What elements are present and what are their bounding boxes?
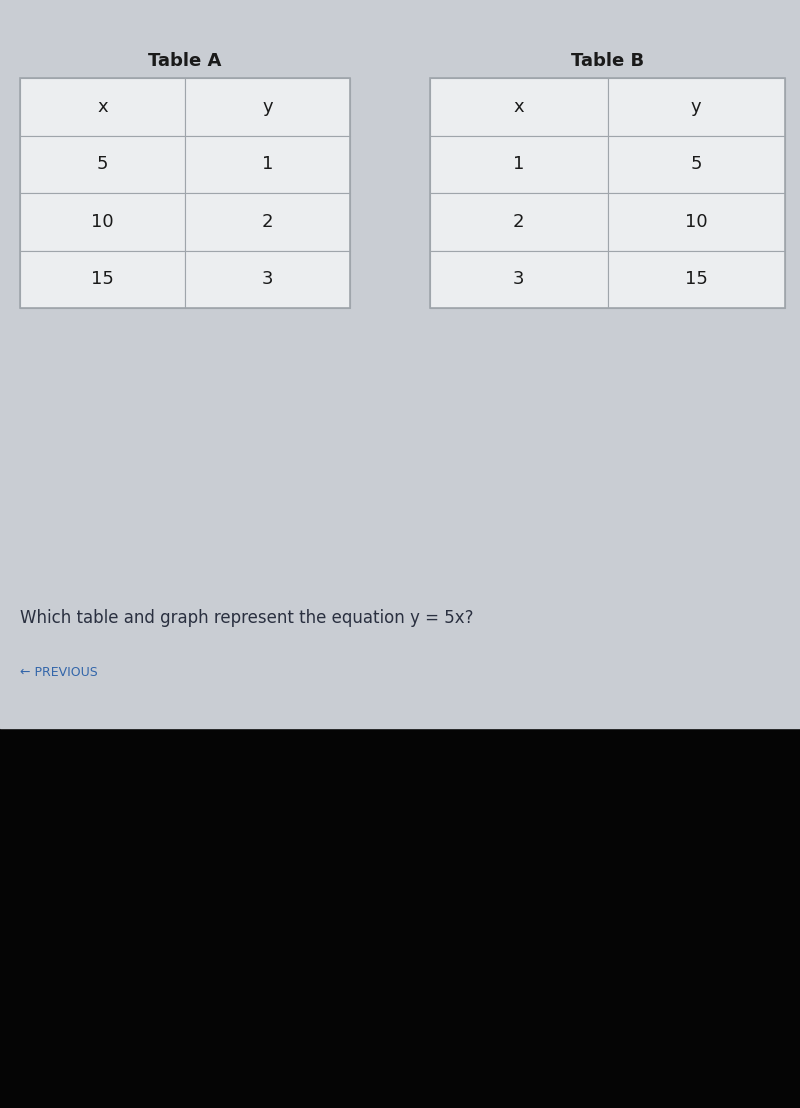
Bar <box>0 728 800 1108</box>
Text: 10: 10 <box>685 213 707 230</box>
Bar <box>20 193 185 250</box>
Bar <box>20 135 185 193</box>
Bar <box>430 250 607 308</box>
Text: Table A: Table A <box>148 52 222 70</box>
Bar <box>430 193 607 250</box>
Text: 2: 2 <box>513 213 525 230</box>
Bar <box>607 78 785 135</box>
Bar <box>185 193 350 250</box>
Bar <box>0 0 800 728</box>
Text: x: x <box>97 98 108 115</box>
Text: Table B: Table B <box>571 52 644 70</box>
Text: 2: 2 <box>262 213 274 230</box>
Text: y: y <box>262 98 273 115</box>
Bar <box>20 78 185 135</box>
Bar <box>607 250 785 308</box>
Text: 5: 5 <box>690 155 702 173</box>
Text: 10: 10 <box>91 213 114 230</box>
Text: 15: 15 <box>685 270 708 288</box>
Text: 5: 5 <box>97 155 108 173</box>
Bar <box>185 135 350 193</box>
Text: x: x <box>514 98 524 115</box>
Text: y: y <box>691 98 702 115</box>
Text: 1: 1 <box>262 155 273 173</box>
Text: ← PREVIOUS: ← PREVIOUS <box>20 667 98 679</box>
Text: 3: 3 <box>513 270 525 288</box>
Bar <box>185 250 350 308</box>
Bar <box>430 135 607 193</box>
Bar <box>607 135 785 193</box>
Text: y: y <box>18 326 25 339</box>
Title: Graph A: Graph A <box>162 322 230 340</box>
Text: Which table and graph represent the equation y = 5x?: Which table and graph represent the equa… <box>20 609 474 627</box>
Bar <box>20 78 350 308</box>
Text: 15: 15 <box>91 270 114 288</box>
Bar <box>20 250 185 308</box>
Bar <box>607 193 785 250</box>
Text: 1: 1 <box>513 155 525 173</box>
Bar <box>185 78 350 135</box>
Text: 3: 3 <box>262 270 274 288</box>
Title: Graph B: Graph B <box>570 322 638 340</box>
Bar <box>430 78 607 135</box>
Bar <box>430 78 785 308</box>
Text: y: y <box>417 326 424 339</box>
